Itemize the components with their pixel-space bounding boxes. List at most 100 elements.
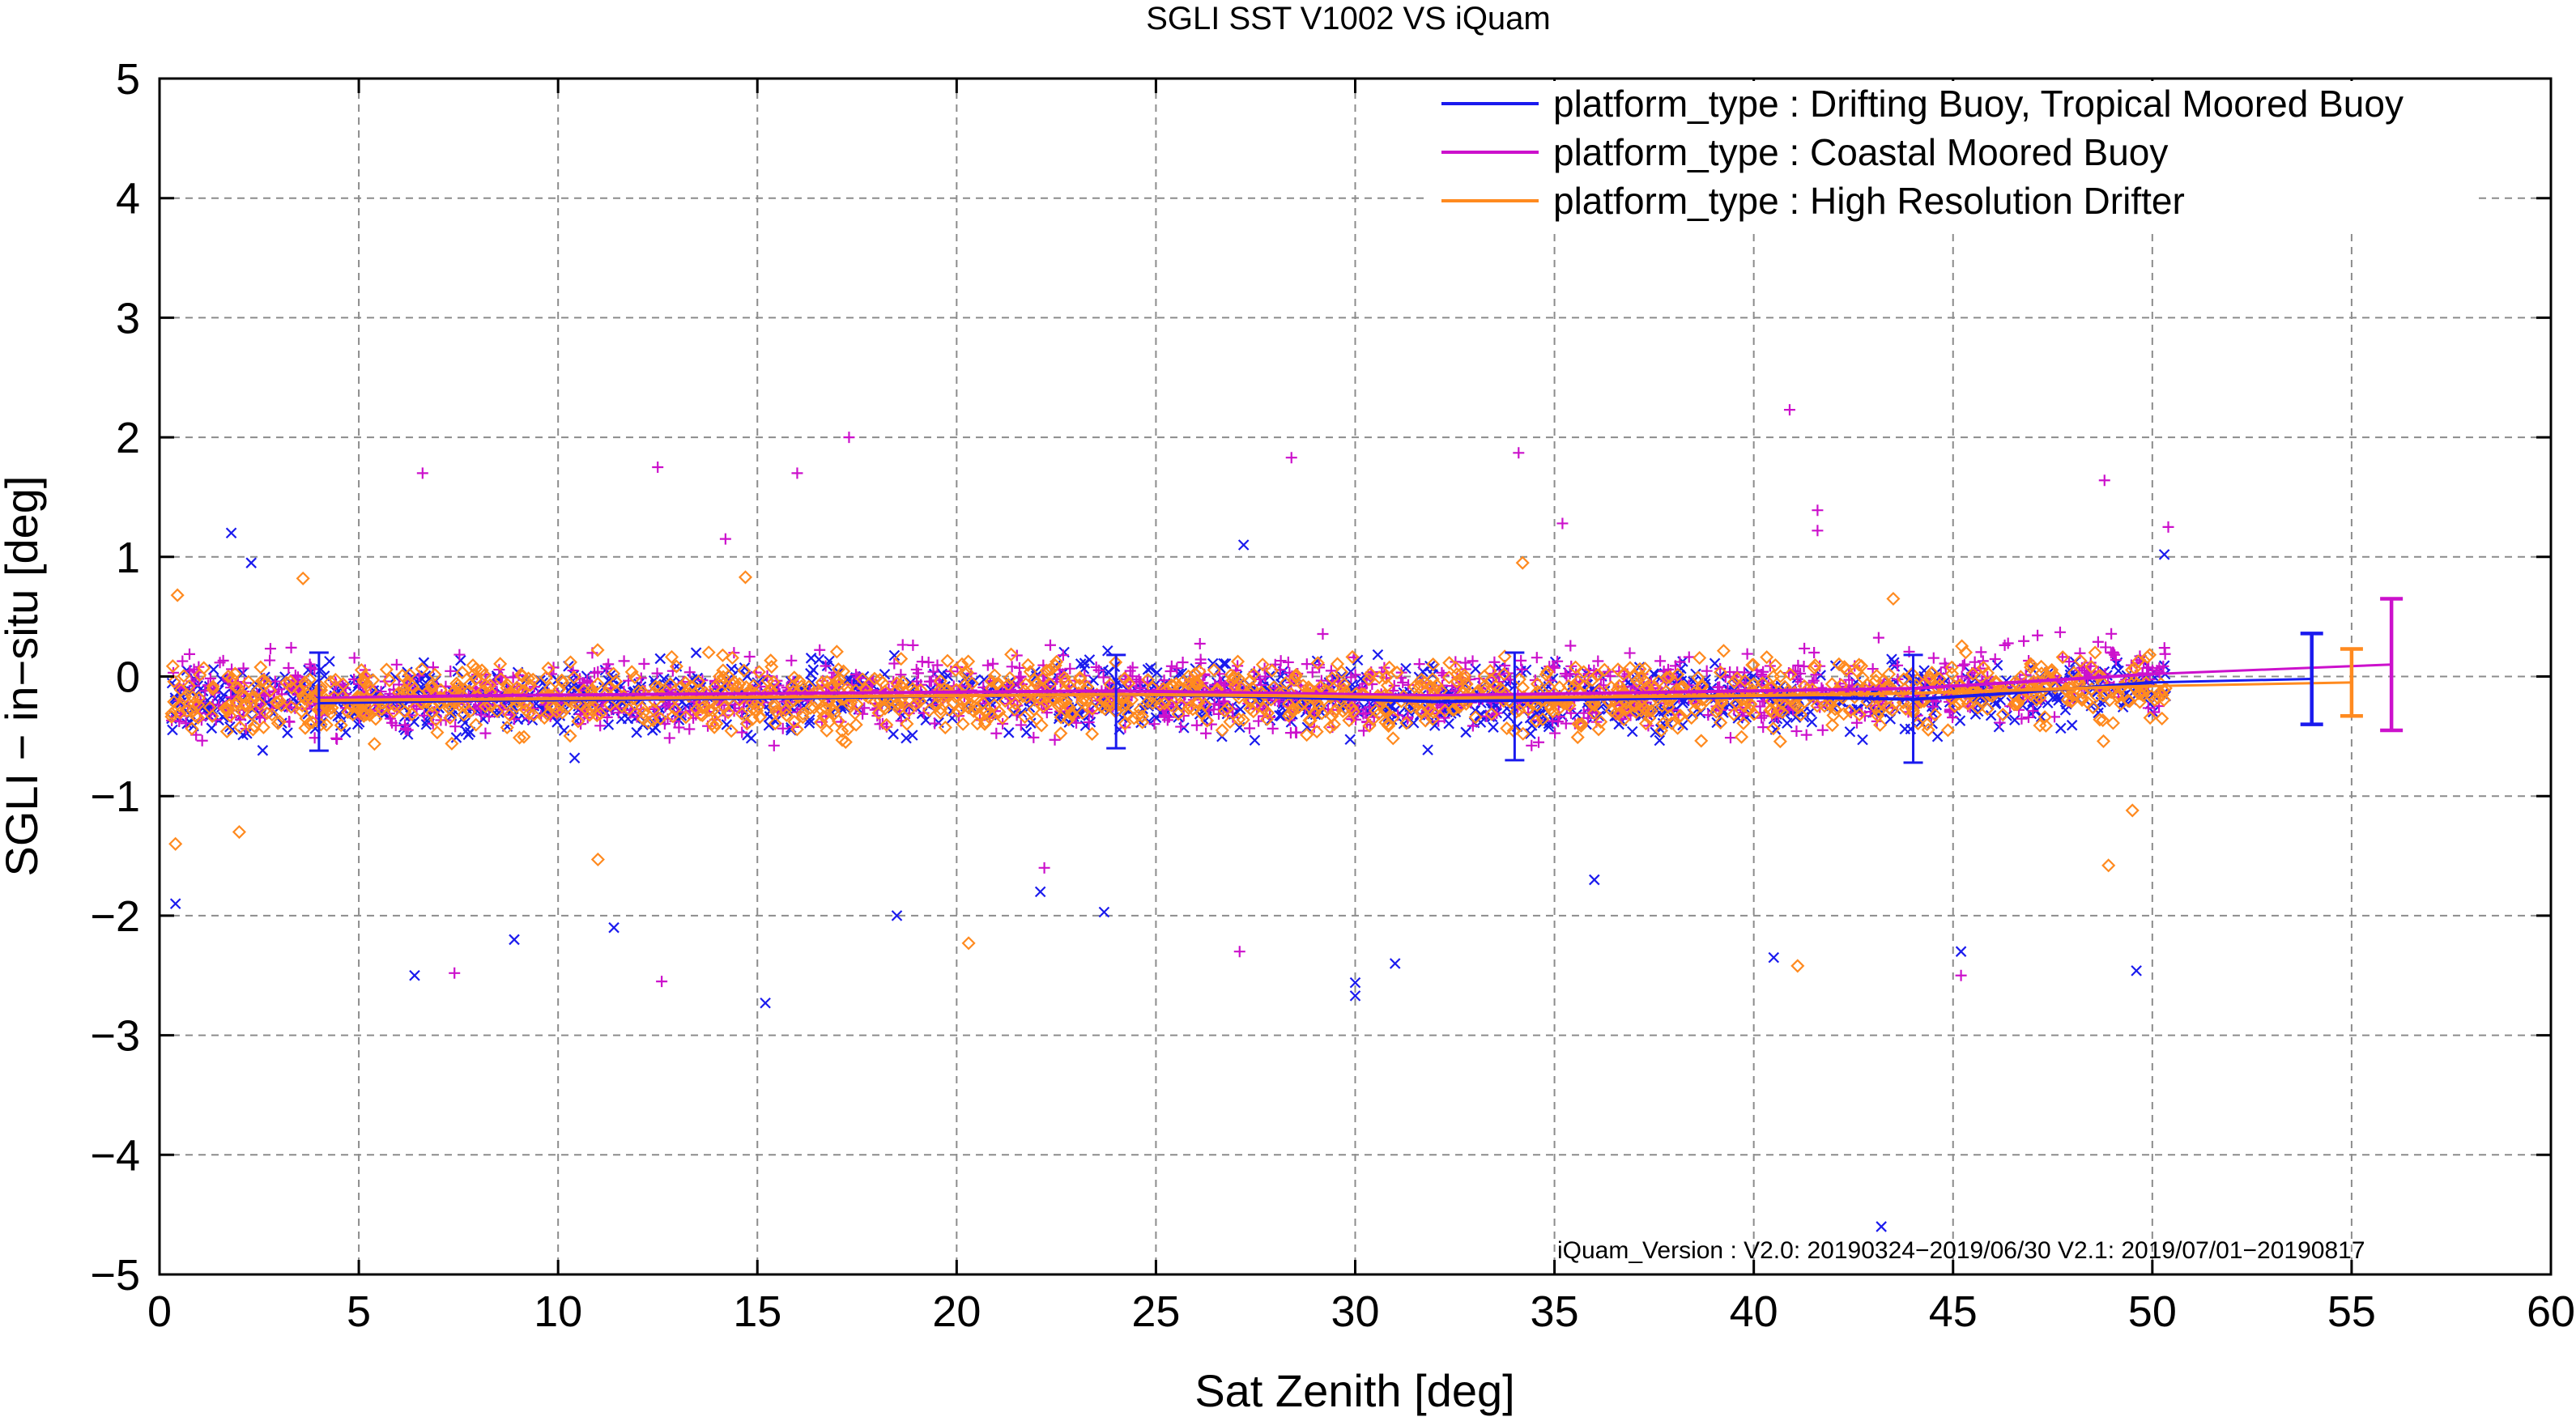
x-marker-point	[1475, 709, 1488, 721]
plus-marker-point	[1177, 710, 1190, 722]
x-marker-point	[2158, 549, 2170, 560]
x-marker-point	[1711, 717, 1722, 729]
x-marker-point	[763, 720, 775, 731]
diamond-marker-point	[555, 705, 570, 720]
plus-marker-point	[1741, 648, 1753, 660]
diamond-marker-point	[1062, 713, 1076, 727]
diamond-marker-point	[1309, 696, 1324, 710]
diamond-marker-point	[867, 671, 882, 686]
diamond-marker-point	[1033, 691, 1047, 706]
diamond-marker-point	[1104, 694, 1118, 708]
plus-marker-point	[1233, 946, 1245, 958]
diamond-marker-point	[522, 706, 536, 721]
diamond-marker-point	[1426, 705, 1441, 720]
plus-marker-point	[1955, 969, 1967, 981]
diamond-marker-point	[683, 679, 698, 694]
diamond-marker-point	[967, 700, 982, 714]
plus-marker-point	[1345, 671, 1357, 683]
diamond-marker-point	[1126, 711, 1141, 725]
diamond-marker-point	[1692, 651, 1707, 666]
plus-marker-point	[1267, 722, 1279, 734]
diamond-marker-point	[1116, 691, 1131, 705]
x-marker-point	[2054, 722, 2067, 734]
x-tick-label: 60	[2527, 1287, 2575, 1336]
diamond-marker-point	[1145, 696, 1160, 711]
diamond-marker-point	[715, 648, 730, 662]
diamond-marker-point	[711, 705, 726, 720]
plus-marker-point	[1867, 663, 1879, 675]
x-marker-point	[806, 677, 818, 688]
diamond-marker-point	[1073, 670, 1088, 685]
diamond-marker-point	[1141, 694, 1156, 709]
plus-marker-point	[1795, 667, 1807, 679]
diamond-marker-point	[1121, 707, 1135, 721]
diamond-marker-point	[2080, 696, 2095, 710]
diamond-marker-point	[1585, 673, 1599, 687]
diamond-marker-point	[1097, 701, 1112, 716]
diamond-marker-point	[2024, 657, 2038, 671]
diamond-marker-point	[303, 691, 317, 706]
diamond-marker-point	[2088, 645, 2102, 660]
diamond-marker-point	[1569, 660, 1583, 674]
diamond-marker-point	[787, 714, 802, 729]
plus-marker-point	[479, 727, 492, 739]
plus-marker-point	[635, 672, 647, 684]
diamond-marker-point	[1425, 712, 1440, 726]
diamond-marker-point	[707, 720, 722, 734]
plus-marker-point	[929, 717, 941, 730]
plus-marker-point	[652, 462, 664, 474]
plus-marker-point	[1816, 724, 1829, 736]
diamond-marker-point	[1790, 959, 1805, 973]
diamond-marker-point	[1852, 707, 1867, 722]
diamond-marker-point	[283, 674, 298, 689]
diamond-marker-point	[1961, 696, 1975, 711]
diamond-marker-point	[664, 649, 679, 664]
diamond-marker-point	[2131, 686, 2146, 700]
diamond-marker-point	[2096, 713, 2110, 728]
x-marker-point	[1844, 725, 1856, 738]
plus-marker-point	[1812, 504, 1824, 517]
diamond-marker-point	[1807, 658, 1823, 673]
diamond-marker-point	[1186, 702, 1200, 717]
diamond-marker-point	[1085, 726, 1100, 741]
diamond-marker-point	[225, 671, 240, 686]
plus-marker-point	[269, 675, 281, 687]
y-tick-label: 3	[116, 294, 140, 342]
diamond-marker-point	[835, 733, 849, 747]
x-marker-point	[1955, 946, 1967, 957]
plus-marker-point	[1798, 661, 1810, 672]
diamond-marker-point	[1773, 669, 1788, 683]
plus-marker-point	[1244, 722, 1256, 734]
diamond-marker-point	[1716, 644, 1731, 658]
diamond-marker-point	[1980, 666, 1995, 680]
diamond-marker-point	[1921, 722, 1935, 737]
diamond-marker-point	[1468, 710, 1483, 725]
plus-marker-point	[651, 667, 663, 679]
diamond-marker-point	[867, 694, 883, 708]
diamond-marker-point	[548, 700, 563, 714]
diamond-marker-point	[1378, 704, 1393, 719]
diamond-marker-point	[301, 716, 317, 730]
diamond-marker-point	[1644, 704, 1658, 718]
diamond-marker-point	[457, 708, 471, 722]
diamond-marker-point	[167, 695, 181, 709]
chart-title: SGLI SST V1002 VS iQuam	[1146, 1, 1551, 36]
plus-marker-point	[663, 732, 675, 744]
plus-marker-point	[1190, 719, 1203, 731]
diamond-marker-point	[1057, 670, 1072, 685]
diamond-marker-point	[235, 689, 249, 704]
diamond-marker-point	[483, 698, 497, 713]
diamond-marker-point	[1611, 662, 1625, 677]
diamond-marker-point	[462, 704, 477, 719]
diamond-marker-point	[1325, 671, 1339, 686]
diamond-marker-point	[2055, 650, 2070, 665]
plus-marker-point	[1654, 655, 1667, 667]
bin-error-bar	[1106, 653, 1126, 750]
diamond-marker-point	[705, 717, 720, 731]
x-tick-label: 45	[1929, 1287, 1978, 1336]
diamond-marker-point	[624, 665, 639, 679]
diamond-marker-point	[593, 706, 607, 721]
diamond-marker-point	[1194, 706, 1209, 721]
diamond-marker-point	[938, 720, 952, 735]
diamond-marker-point	[1230, 654, 1245, 669]
